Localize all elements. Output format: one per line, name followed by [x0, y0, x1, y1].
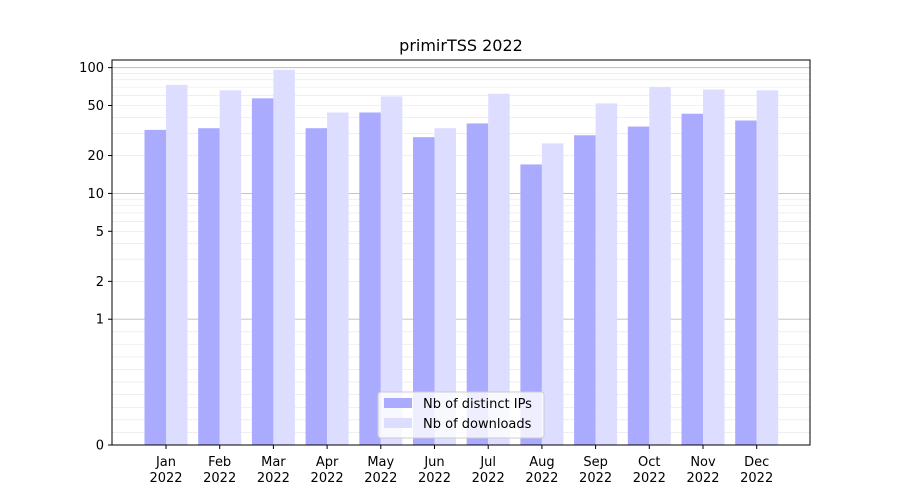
legend-swatch [384, 398, 412, 408]
x-tick-label: Dec 2022 [740, 455, 773, 486]
bar-ips [198, 128, 220, 446]
bar-downloads [649, 87, 671, 445]
bar-ips [144, 129, 166, 446]
bar-ips [627, 126, 650, 445]
bar-downloads [756, 90, 779, 445]
y-tick-label: 10 [87, 187, 104, 202]
bar-ips [251, 98, 274, 445]
x-tick-label: Mar 2022 [257, 455, 290, 486]
bar-downloads [380, 96, 403, 445]
legend-label: Nb of downloads [423, 417, 532, 432]
bar-ips [735, 120, 757, 446]
legend: Nb of distinct IPs Nb of downloads [377, 391, 545, 439]
bar-ips [305, 128, 328, 446]
legend-label: Nb of distinct IPs [423, 397, 532, 412]
bar-downloads [488, 93, 510, 445]
y-axis: 0 1 2 5 10 20 50 100 [79, 61, 112, 454]
bar-downloads [219, 90, 242, 445]
chart-title: primirTSS 2022 [399, 36, 523, 55]
plot-frame [111, 59, 811, 446]
y-tick-label: 2 [96, 275, 104, 290]
bar-ips [413, 137, 435, 445]
y-tick-label: 0 [96, 439, 104, 454]
bar-ips [520, 164, 542, 445]
x-tick-label: Feb 2022 [203, 455, 236, 486]
legend-swatch [384, 418, 412, 428]
x-tick-label: Jan 2022 [149, 455, 182, 486]
legend-box [377, 391, 545, 439]
x-tick-label: May 2022 [364, 455, 397, 486]
y-tick-label: 1 [96, 313, 104, 328]
bar-ips [359, 112, 381, 446]
bar-ips [574, 135, 596, 445]
x-tick-label: Aug 2022 [525, 455, 558, 486]
bars [144, 69, 779, 446]
bar-downloads [541, 143, 564, 445]
bar-downloads [434, 128, 456, 446]
x-axis: Jan 2022 Feb 2022 Mar 2022 Apr 2022 May 2022 Jun 20… [149, 445, 773, 486]
x-tick-label: Sep 2022 [579, 455, 612, 486]
y-tick-label: 100 [79, 61, 104, 76]
x-tick-label: Nov 2022 [686, 455, 719, 486]
x-tick-label: Jul 2022 [472, 455, 505, 486]
bar-ips [681, 113, 703, 445]
bar-downloads [327, 112, 349, 446]
bar-downloads [703, 89, 725, 446]
y-tick-label: 50 [87, 99, 104, 114]
bar-ips [466, 123, 489, 446]
bar-downloads [273, 69, 295, 446]
y-tick-label: 20 [87, 149, 104, 164]
y-tick-label: 5 [96, 225, 104, 240]
x-tick-label: Apr 2022 [311, 455, 344, 486]
x-tick-label: Jun 2022 [418, 455, 451, 486]
bar-downloads [166, 84, 188, 446]
bar-downloads [595, 103, 618, 446]
x-tick-label: Oct 2022 [633, 455, 666, 486]
